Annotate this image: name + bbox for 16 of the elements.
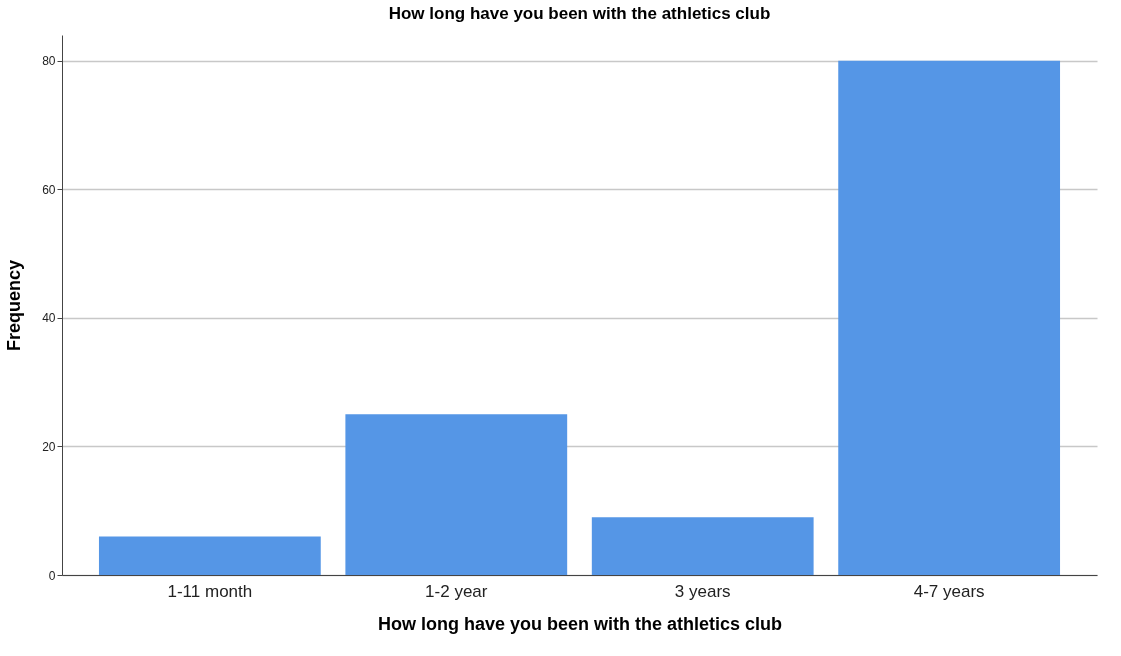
- y-axis-title: Frequency: [4, 259, 25, 352]
- y-tick-label: 40: [42, 311, 56, 326]
- x-tick-label: 4-7 years: [913, 581, 985, 601]
- y-tick-label: 0: [48, 568, 56, 583]
- y-tick-label: 20: [42, 439, 56, 454]
- x-axis-title: How long have you been with the athletics club: [377, 613, 783, 634]
- chart-title: How long have you been with the athletics club: [388, 4, 771, 23]
- bar: [345, 414, 568, 575]
- y-tick-label: 60: [42, 182, 56, 197]
- x-tick-label: 1-2 year: [425, 581, 488, 601]
- y-tick-label: 80: [42, 54, 56, 69]
- bar: [591, 517, 814, 575]
- x-tick-label: 1-11 month: [167, 581, 253, 601]
- bar: [838, 60, 1061, 575]
- bar: [98, 536, 321, 575]
- x-tick-label: 3 years: [674, 581, 731, 601]
